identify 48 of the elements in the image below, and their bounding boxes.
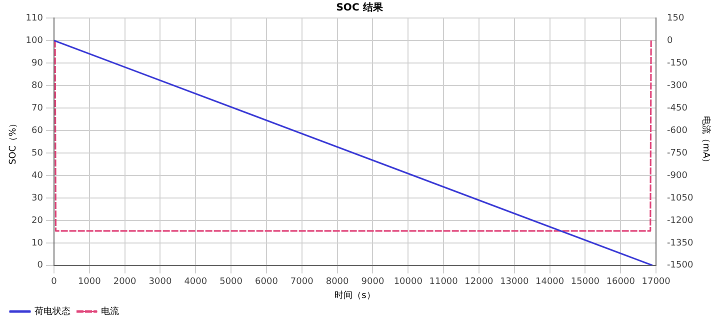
- y-tick-label: 90: [32, 58, 44, 68]
- y-tick-label: 100: [26, 36, 44, 46]
- y2-tick-label: 150: [667, 13, 684, 24]
- y2-axis-title: 电流（mA）: [700, 116, 712, 168]
- x-tick-label: 15000: [570, 277, 600, 288]
- y-tick-label: 80: [32, 80, 44, 91]
- x-tick-label: 17000: [642, 277, 671, 288]
- chart-title: SOC 结果: [336, 2, 384, 14]
- x-tick-label: 8000: [326, 277, 350, 288]
- x-tick-label: 7000: [290, 277, 314, 288]
- x-tick-label: 0: [51, 277, 58, 288]
- y-tick-label: 30: [32, 193, 44, 204]
- y2-tick-label: -1200: [667, 216, 694, 226]
- x-axis-title: 时间（s）: [334, 290, 376, 301]
- y-tick-label: 40: [32, 170, 44, 181]
- x-tick-label: 2000: [113, 277, 137, 288]
- y-tick-label: 50: [32, 148, 44, 158]
- y2-tick-label: -1500: [667, 260, 694, 271]
- y2-tick-label: -150: [667, 58, 688, 68]
- y2-tick-label: -300: [667, 80, 688, 91]
- legend-label: 荷电状态: [34, 306, 70, 317]
- y2-tick-label: -1350: [667, 238, 694, 248]
- x-tick-label: 11000: [429, 277, 458, 288]
- y2-tick-label: -750: [667, 148, 688, 158]
- y-tick-label: 10: [32, 238, 44, 248]
- x-tick-label: 1000: [78, 277, 102, 288]
- y-tick-label: 70: [32, 103, 44, 114]
- y-tick-label: 20: [32, 216, 44, 226]
- x-tick-label: 4000: [184, 277, 208, 288]
- legend-label: 电流: [101, 306, 119, 317]
- x-tick-label: 5000: [220, 277, 243, 288]
- x-tick-label: 6000: [255, 277, 278, 288]
- x-tick-label: 9000: [361, 277, 384, 288]
- y-tick-label: 110: [26, 13, 44, 24]
- y2-tick-label: -1050: [667, 193, 694, 204]
- x-tick-label: 12000: [464, 277, 494, 288]
- x-tick-label: 10000: [394, 277, 423, 288]
- y-axis-title: SOC（%）: [8, 118, 19, 165]
- x-tick-label: 16000: [606, 277, 636, 288]
- y2-tick-label: -600: [667, 126, 688, 136]
- x-tick-label: 13000: [500, 277, 529, 288]
- y-tick-label: 0: [37, 260, 44, 271]
- y-tick-label: 60: [32, 126, 44, 136]
- x-tick-label: 14000: [535, 277, 564, 288]
- y2-tick-label: -450: [667, 103, 688, 114]
- y2-tick-label: -900: [667, 170, 688, 181]
- y2-tick-label: 0: [667, 36, 674, 46]
- x-tick-label: 3000: [148, 277, 172, 288]
